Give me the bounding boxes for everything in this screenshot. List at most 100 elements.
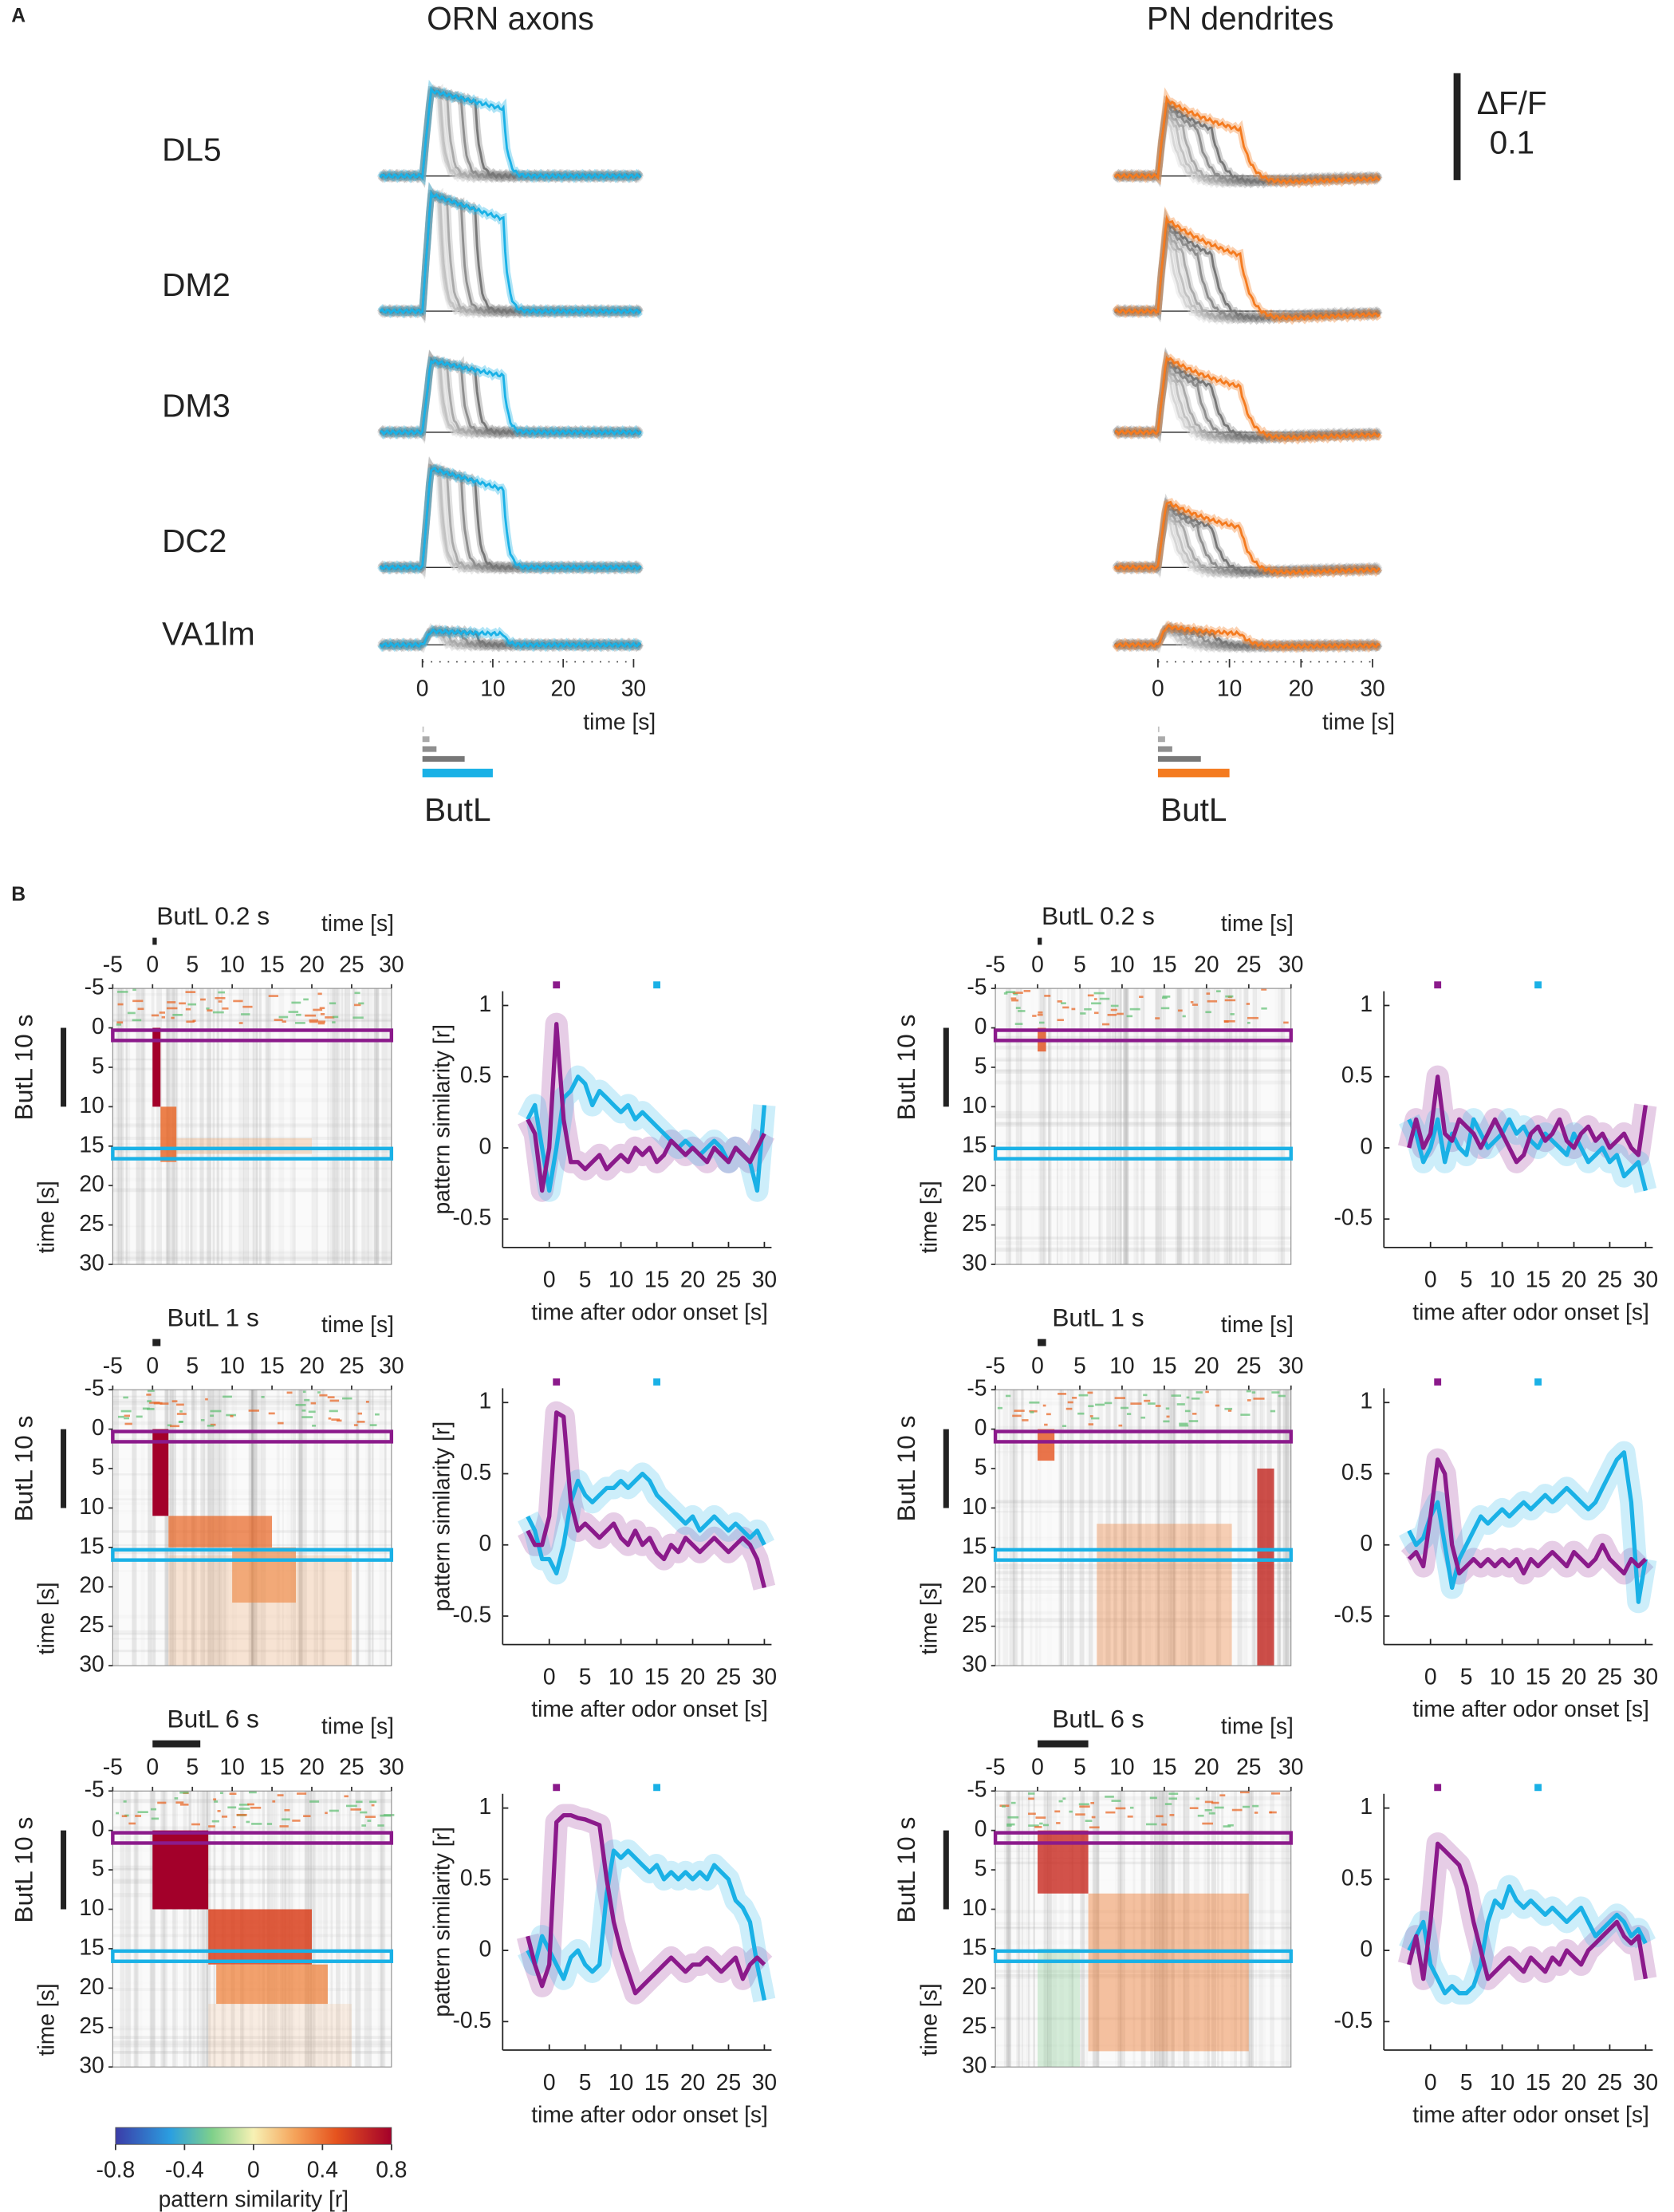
x-axis-label: time [s] (1221, 910, 1294, 936)
time-marker (1534, 1784, 1542, 1792)
y-tick-label: 30 (79, 1651, 104, 1677)
heatmap-speck (179, 1410, 183, 1413)
series-line (1407, 1450, 1648, 1604)
heatmap-speck (171, 1400, 178, 1402)
heatmap-texture (995, 2060, 1291, 2064)
heatmap-speck (171, 1016, 175, 1019)
heatmap-texture (180, 988, 183, 1265)
heatmap-speck (1247, 1021, 1251, 1024)
heatmap-speck (1088, 1423, 1094, 1425)
x-tick-label: 25 (1236, 1352, 1261, 1378)
y-axis-label: pattern similarity [r] (429, 1827, 455, 2017)
heatmap-texture (112, 1406, 392, 1410)
heatmap-texture (1056, 988, 1058, 1265)
heatmap-texture (1207, 988, 1212, 1265)
heatmap-speck (328, 1417, 332, 1420)
x-tick-label: 25 (1236, 1753, 1261, 1779)
heatmap-texture (368, 1390, 371, 1666)
heatmap-texture (277, 1390, 280, 1666)
heatmap-speck (367, 1820, 372, 1822)
heatmap-speck (1121, 1406, 1129, 1410)
heatmap-speck (296, 1013, 301, 1016)
heatmap-texture (1235, 988, 1238, 1265)
heatmap-texture (1225, 988, 1229, 1265)
row-highlight (111, 1028, 394, 1043)
heatmap-texture (361, 988, 365, 1265)
y-tick-label: -5 (967, 1776, 987, 1802)
heatmap-speck (1107, 1013, 1117, 1016)
heatmap-texture (368, 1791, 372, 2068)
heatmap-texture (228, 988, 233, 1265)
heatmap-texture (191, 988, 197, 1265)
heatmap-texture (1012, 1390, 1018, 1666)
row-highlight (111, 1548, 394, 1562)
heatmap-speck (350, 1808, 362, 1811)
y-tick-label: 0.5 (460, 1864, 491, 1890)
heatmap-texture (112, 1136, 392, 1140)
heatmap-speck (124, 1417, 130, 1420)
heatmap-texture (995, 1500, 1291, 1504)
heatmap-speck (1014, 1023, 1023, 1025)
heatmap-speck (1002, 1805, 1006, 1808)
x-tick-label: 10 (219, 1753, 244, 1779)
heatmap-texture (1017, 1791, 1020, 2068)
heatmap-frame (112, 988, 392, 1265)
heatmap-texture (112, 988, 116, 1265)
heatmap-speck (1243, 1805, 1251, 1808)
y-axis-label: time [s] (33, 1983, 59, 2056)
series-line (526, 1471, 766, 1575)
y-axis-label: time [s] (33, 1582, 59, 1654)
column-title: PN dendrites (1147, 0, 1334, 37)
heatmap-speck (354, 992, 360, 995)
reference-label: ButL 10 s (9, 1014, 37, 1120)
heatmap-texture (297, 1390, 303, 1666)
trace (379, 189, 642, 315)
heatmap-texture (1202, 988, 1206, 1265)
heatmap-texture (995, 2017, 1291, 2020)
heatmap-frame (995, 988, 1292, 1265)
heatmap-texture (1038, 1390, 1042, 1666)
series-line (526, 1848, 767, 2001)
heatmap-texture (354, 1390, 358, 1666)
heatmap-texture (112, 1893, 392, 1898)
heatmap-texture (124, 988, 131, 1265)
heatmap-texture (995, 1577, 1291, 1581)
y-tick-label: 30 (962, 1250, 987, 1276)
heatmap-texture (1156, 1390, 1160, 1666)
heatmap-texture (995, 1625, 1291, 1629)
heatmap-texture (1175, 988, 1181, 1265)
heatmap-speck (325, 1812, 328, 1815)
heatmap-speck (1168, 1797, 1177, 1800)
heatmap-speck (1078, 1394, 1089, 1397)
heatmap-speck (308, 1410, 316, 1414)
heatmap-block (1038, 1830, 1089, 1894)
heatmap-texture (1184, 1390, 1188, 1666)
heatmap-speck (185, 1007, 191, 1011)
heatmap-texture (1172, 1390, 1177, 1666)
x-axis-label: time [s] (1221, 1311, 1294, 1337)
heatmap-speck (1057, 1000, 1062, 1003)
row-highlight (993, 1028, 1293, 1043)
heatmap-texture (1248, 1791, 1252, 2068)
heatmap-speck (1225, 995, 1234, 998)
heatmap-texture (150, 1791, 156, 2068)
heatmap-texture (252, 988, 255, 1265)
x-tick-label: 5 (186, 951, 199, 976)
row-highlight (111, 1146, 394, 1161)
heatmap-texture (1098, 988, 1101, 1265)
heatmap-speck (301, 1409, 306, 1412)
heatmap-texture (112, 1225, 392, 1228)
heatmap-texture (1099, 988, 1103, 1265)
heatmap-speck (360, 1811, 368, 1814)
heatmap-speck (1101, 1023, 1110, 1026)
heatmap-texture (1071, 1791, 1073, 2068)
heatmap-texture (995, 1247, 1291, 1252)
heatmap-texture (1176, 988, 1183, 1265)
panel-label: A (11, 6, 26, 27)
heatmap-speck (1140, 1416, 1146, 1419)
heatmap-texture (995, 1590, 1291, 1594)
heatmap-speck (1065, 1407, 1073, 1410)
heatmap-speck (1246, 1003, 1251, 1005)
series-line (1407, 1117, 1648, 1192)
heatmap-texture (113, 1390, 119, 1666)
